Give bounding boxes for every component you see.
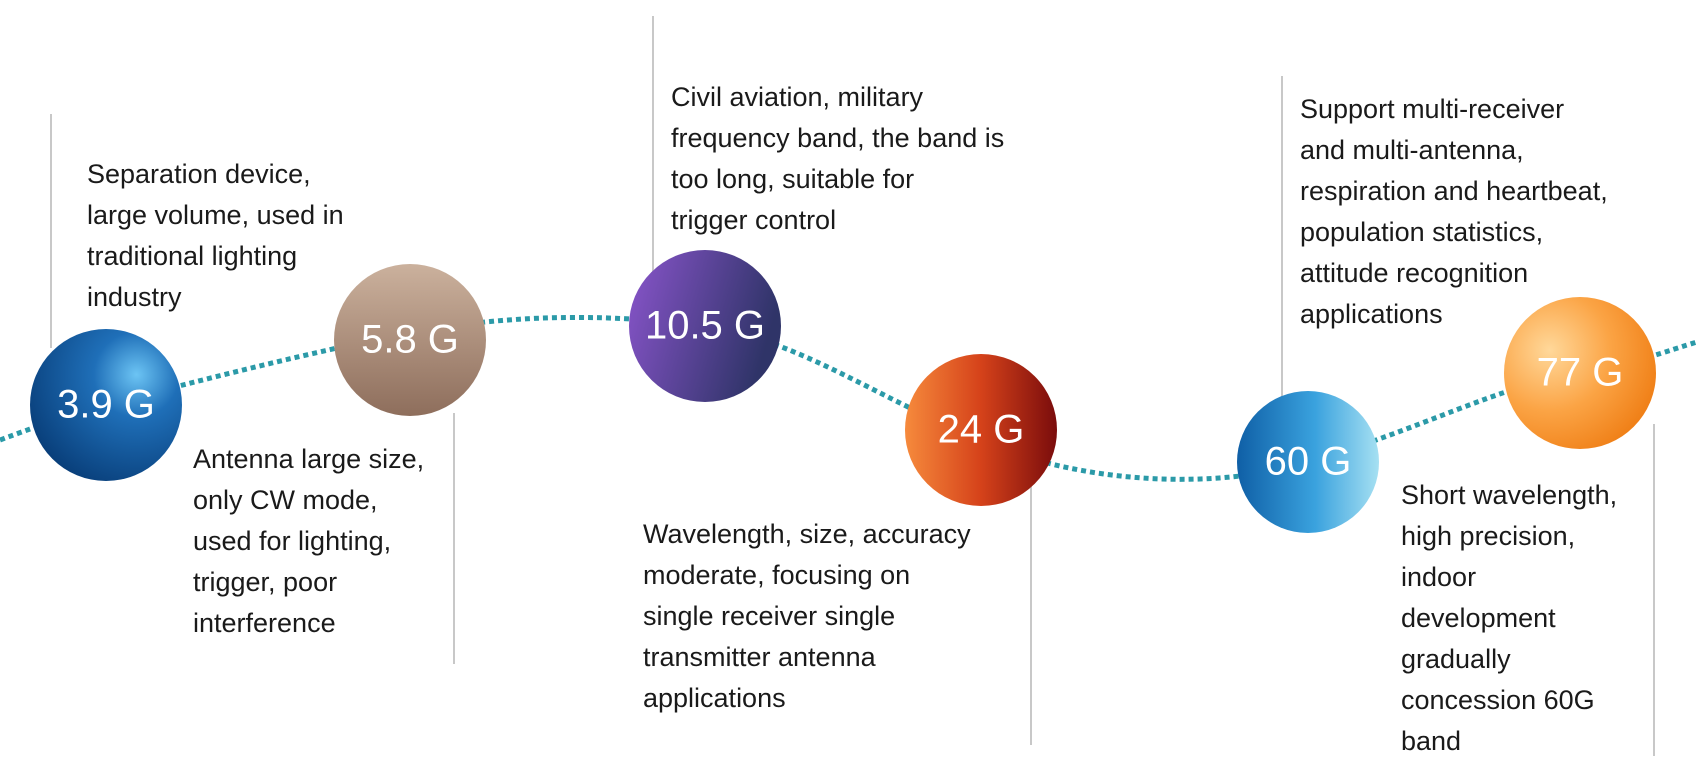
description-line: applications: [643, 683, 786, 713]
description-line: population statistics,: [1300, 217, 1543, 247]
description-line: frequency band, the band is: [671, 123, 1004, 153]
frequency-node: [334, 264, 486, 416]
description-line: development: [1401, 603, 1556, 633]
description-line: single receiver single: [643, 601, 895, 631]
description-line: applications: [1300, 299, 1443, 329]
frequency-label: 24 G: [938, 408, 1025, 452]
description-line: Antenna large size,: [193, 444, 424, 474]
frequency-label: 77 G: [1537, 351, 1624, 395]
frequency-node: [905, 354, 1057, 506]
frequency-label: 60 G: [1265, 440, 1352, 484]
description-line: high precision,: [1401, 521, 1575, 551]
frequency-node: [1504, 297, 1656, 449]
description-line: Wavelength, size, accuracy: [643, 519, 971, 549]
frequency-label: 5.8 G: [361, 318, 459, 362]
description-line: interference: [193, 608, 336, 638]
description-line: Civil aviation, military: [671, 82, 924, 112]
description-line: respiration and heartbeat,: [1300, 176, 1608, 206]
description-line: concession 60G: [1401, 685, 1595, 715]
description-line: Support multi-receiver: [1300, 94, 1564, 124]
description-line: and multi-antenna,: [1300, 135, 1524, 165]
frequency-node: [30, 329, 182, 481]
description-line: only CW mode,: [193, 485, 378, 515]
description-line: Short wavelength,: [1401, 480, 1617, 510]
dotted-curve: [0, 314, 1697, 482]
description-line: traditional lighting: [87, 241, 297, 271]
description-line: large volume, used in: [87, 200, 344, 230]
description-line: band: [1401, 726, 1461, 756]
description-line: indoor: [1401, 562, 1476, 592]
description-line: industry: [87, 282, 182, 312]
frequency-node: [629, 250, 781, 402]
description-line: used for lighting,: [193, 526, 391, 556]
description-line: attitude recognition: [1300, 258, 1528, 288]
description-line: gradually: [1401, 644, 1511, 674]
description-line: too long, suitable for: [671, 164, 914, 194]
description-line: transmitter antenna: [643, 642, 877, 672]
description-line: trigger, poor: [193, 567, 337, 597]
description-line: moderate, focusing on: [643, 560, 910, 590]
description-line: trigger control: [671, 205, 836, 235]
leader-lines: [50, 16, 1655, 756]
frequency-label: 10.5 G: [645, 304, 765, 348]
description-line: Separation device,: [87, 159, 311, 189]
frequency-label: 3.9 G: [57, 383, 155, 427]
frequency-node: [1237, 391, 1379, 533]
